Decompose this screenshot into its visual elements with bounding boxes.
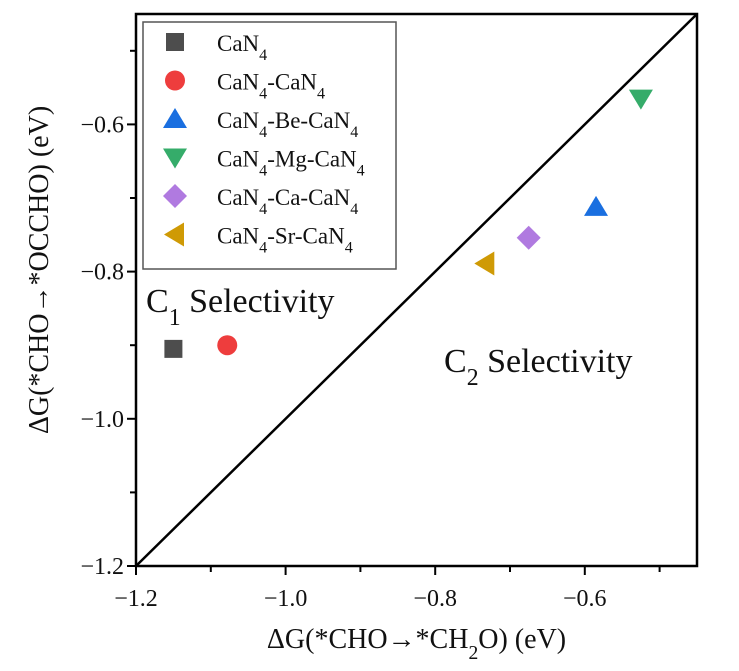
y-tick-label: −0.8 — [80, 260, 124, 286]
data-point-can4-be-can4 — [584, 195, 609, 216]
y-tick-label: −1.2 — [80, 554, 124, 580]
legend-box — [142, 21, 397, 270]
legend-marker-can4-mg-can4 — [163, 148, 187, 169]
axes: −1.2 −1.0 −0.8 −0.6 −1.2 −1.0 −0.8 −0.6 ΔG(*CHO→… — [24, 12, 699, 664]
data-point-can4-ca-can4 — [516, 225, 541, 250]
x-tick-label: −0.6 — [563, 586, 607, 612]
legend-marker-can4-sr-can4 — [164, 222, 184, 247]
annotation-c1-selectivity: C1 Selectivity — [146, 283, 335, 331]
y-tick-label: −1.0 — [80, 407, 124, 433]
reference-line-y-equals-x — [135, 13, 698, 567]
legend-marker-can4 — [166, 33, 184, 51]
legend-label-can4-sr-can4: CaN4-Sr-CaN4 — [217, 224, 353, 257]
annotations: C1 Selectivity C2 Selectivity — [146, 283, 633, 391]
y-axis-label: ΔG(*CHO→*OCCHO) (eV) — [24, 106, 55, 434]
legend-marker-can4-ca-can4 — [163, 184, 187, 208]
legend-label-can4-mg-can4: CaN4-Mg-CaN4 — [217, 147, 365, 180]
x-tick-label: −1.0 — [264, 586, 308, 612]
data-point-can4-can4 — [217, 335, 238, 356]
data-point-can4 — [164, 339, 183, 358]
x-tick-label: −0.8 — [413, 586, 457, 612]
annotation-c2-selectivity: C2 Selectivity — [444, 343, 633, 391]
plot-frame — [134, 12, 699, 568]
legend: CaN4 CaN4-CaN4 CaN4-Be-CaN4 CaN4-Mg-CaN4 CaN… — [142, 21, 397, 270]
legend-label-can4: CaN4 — [217, 31, 267, 64]
x-axis-label: ΔG(*CHO→*CH2O) (eV) — [267, 624, 566, 664]
data-points — [164, 89, 653, 358]
legend-marker-can4-can4 — [165, 70, 185, 91]
x-tick-label: −1.2 — [114, 586, 158, 612]
data-point-can4-sr-can4 — [474, 251, 495, 276]
y-tick-label: −0.6 — [80, 112, 124, 138]
legend-label-can4-be-can4: CaN4-Be-CaN4 — [217, 108, 358, 141]
legend-label-can4-ca-can4: CaN4-Ca-CaN4 — [217, 185, 358, 218]
data-point-can4-mg-can4 — [628, 89, 653, 110]
legend-label-can4-can4: CaN4-CaN4 — [217, 70, 325, 103]
legend-marker-can4-be-can4 — [163, 108, 187, 128]
